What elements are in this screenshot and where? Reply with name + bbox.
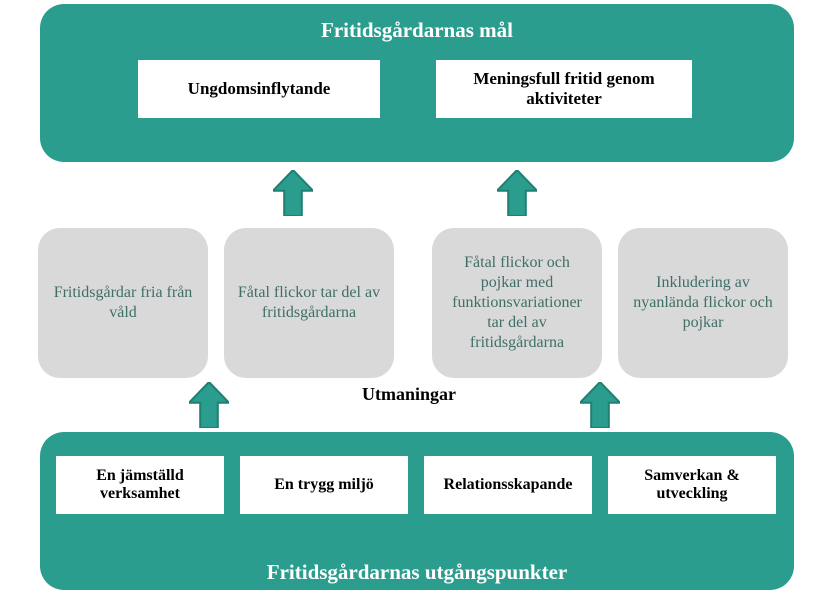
challenge-box: Fritidsgårdar fria från våld xyxy=(38,228,208,378)
challenge-box: Fåtal flickor och pojkar med funktionsva… xyxy=(432,228,602,378)
foundation-box: Samverkan & utveckling xyxy=(608,456,776,514)
foundation-box: En trygg miljö xyxy=(240,456,408,514)
up-arrow-icon xyxy=(189,382,229,428)
goal-box: Meningsfull fritid genom aktiviteter xyxy=(436,60,692,118)
goals-title: Fritidsgårdarnas mål xyxy=(40,18,794,43)
up-arrow-icon xyxy=(273,170,313,216)
up-arrow-icon xyxy=(580,382,620,428)
challenges-label: Utmaningar xyxy=(362,384,456,405)
up-arrow-icon xyxy=(497,170,537,216)
goal-box: Ungdomsinflytande xyxy=(138,60,380,118)
foundation-box: En jämställd verksamhet xyxy=(56,456,224,514)
challenge-box: Fåtal flickor tar del av fritidsgårdarna xyxy=(224,228,394,378)
challenge-box: Inkludering av nyanlända flickor och poj… xyxy=(618,228,788,378)
foundation-box: Relationsskapande xyxy=(424,456,592,514)
foundations-title: Fritidsgårdarnas utgångspunkter xyxy=(40,560,794,585)
